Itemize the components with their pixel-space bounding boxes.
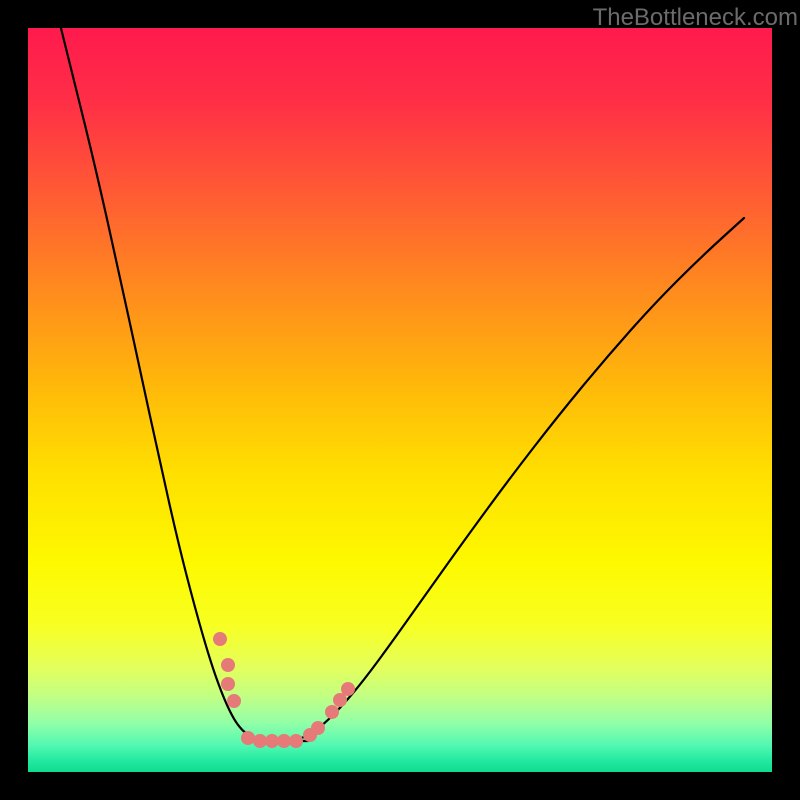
data-marker	[253, 734, 267, 748]
data-marker	[289, 734, 303, 748]
plot-area	[28, 28, 772, 772]
data-marker	[227, 694, 241, 708]
data-marker	[221, 658, 235, 672]
marker-group	[213, 632, 355, 748]
data-marker	[213, 632, 227, 646]
curve-group	[54, 28, 744, 741]
right-curve	[292, 218, 744, 741]
left-curve	[54, 28, 264, 741]
watermark-text: TheBottleneck.com	[593, 4, 798, 32]
data-marker	[311, 721, 325, 735]
chart-svg	[28, 28, 772, 772]
data-marker	[221, 677, 235, 691]
data-marker	[241, 731, 255, 745]
data-marker	[325, 705, 339, 719]
data-marker	[277, 734, 291, 748]
data-marker	[341, 682, 355, 696]
data-marker	[265, 734, 279, 748]
